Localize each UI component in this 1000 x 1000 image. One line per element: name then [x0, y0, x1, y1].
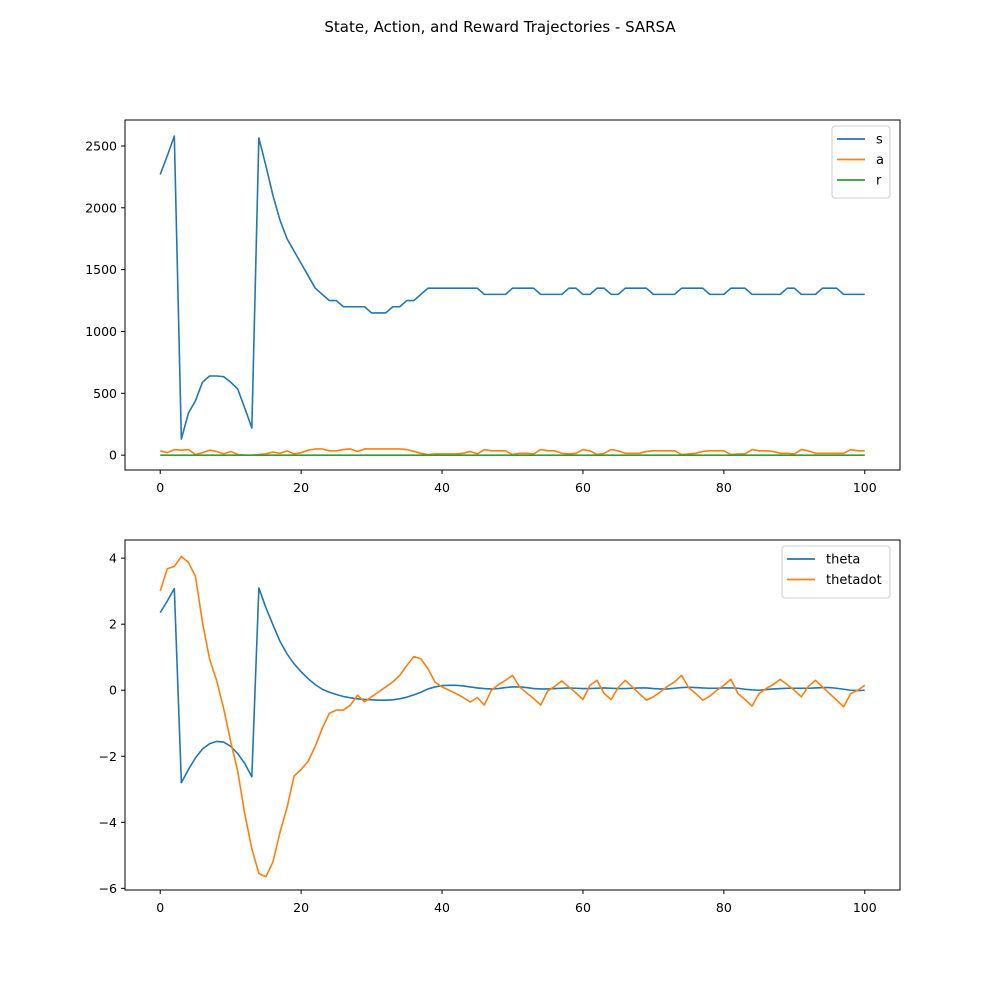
x-tick-label: 20	[293, 900, 309, 915]
axes-frame	[124, 119, 901, 471]
y-tick-label: 500	[93, 386, 117, 401]
legend: theta thetadot	[781, 545, 891, 599]
x-tick-label: 80	[716, 480, 732, 495]
legend-label-thetadot: thetadot	[826, 573, 882, 588]
x-tick-label: 80	[716, 900, 732, 915]
x-tick-label: 0	[156, 480, 164, 495]
x-tick-label: 40	[434, 480, 450, 495]
y-tick-label: −4	[99, 815, 117, 830]
x-tick-label: 100	[853, 900, 877, 915]
x-tick-label: 0	[156, 900, 164, 915]
y-tick-label: 2000	[85, 200, 117, 215]
x-tick-label: 40	[434, 900, 450, 915]
x-tick-label: 100	[853, 480, 877, 495]
figure-title: State, Action, and Reward Trajectories -…	[324, 18, 676, 36]
legend: sar	[831, 125, 891, 199]
legend-label-theta: theta	[826, 553, 860, 568]
axes-frame	[124, 539, 901, 891]
y-tick-label: 1500	[85, 262, 117, 277]
series-line-thetadot	[159, 555, 866, 878]
legend-label-s: s	[876, 133, 883, 148]
y-tick-label: 1000	[85, 324, 117, 339]
y-tick-label: 0	[109, 683, 117, 698]
y-tick-label: 2500	[85, 138, 117, 153]
series-line-s	[159, 135, 865, 440]
y-tick-label: 2	[109, 617, 117, 632]
x-tick-label: 60	[575, 480, 591, 495]
series-line-theta	[159, 587, 865, 784]
y-tick-label: 0	[109, 448, 117, 463]
legend-label-r: r	[876, 174, 882, 189]
y-tick-label: 4	[109, 551, 117, 566]
x-tick-label: 60	[575, 900, 591, 915]
x-tick-label: 20	[293, 480, 309, 495]
y-tick-label: −6	[99, 881, 117, 896]
series-line-a	[160, 448, 865, 456]
y-tick-label: −2	[99, 749, 117, 764]
legend-label-a: a	[876, 153, 884, 168]
bottom-plot-theta-thetadot: 0 20 40 60 80 100 −6 −4 −2 0 2 4 theta thetadot	[99, 539, 901, 915]
